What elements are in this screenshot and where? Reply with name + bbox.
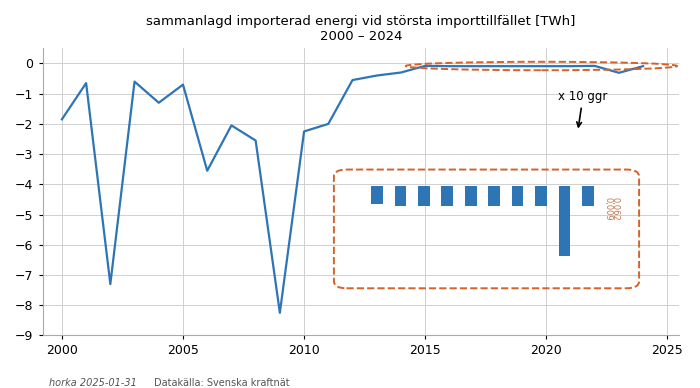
Bar: [418, 186, 430, 206]
Bar: [395, 186, 406, 206]
Bar: [559, 186, 570, 256]
Bar: [512, 186, 524, 206]
Text: Datakälla: Svenska kraftnät: Datakälla: Svenska kraftnät: [154, 378, 290, 388]
Bar: [489, 186, 500, 206]
Bar: [371, 186, 383, 204]
Bar: [442, 186, 453, 206]
Bar: [535, 186, 547, 206]
Text: 0,009: 0,009: [603, 197, 612, 220]
Bar: [582, 186, 594, 206]
Text: x 10 ggr: x 10 ggr: [559, 90, 608, 127]
Text: 0,062: 0,062: [610, 197, 619, 221]
Title: sammanlagd importerad energi vid största importtillfället [TWh]
2000 – 2024: sammanlagd importerad energi vid största…: [146, 15, 575, 43]
Bar: [465, 186, 477, 206]
Text: horka 2025-01-31: horka 2025-01-31: [49, 378, 137, 388]
